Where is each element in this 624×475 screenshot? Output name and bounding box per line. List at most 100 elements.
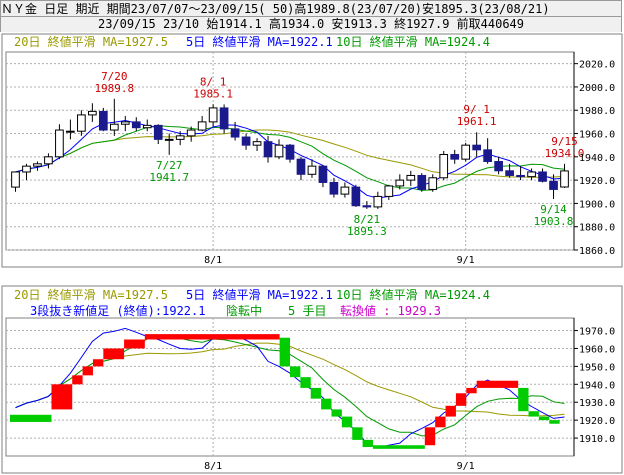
price-y-tick-label: 1940.0 bbox=[579, 153, 615, 164]
candle-body bbox=[406, 174, 416, 181]
price-y-tick-label: 2020.0 bbox=[579, 60, 615, 71]
candle-body bbox=[461, 144, 471, 160]
brick-up bbox=[466, 387, 477, 394]
brick-up bbox=[72, 375, 83, 385]
annotation-low-value: 1903.8 bbox=[534, 215, 574, 228]
price-y-tick-label: 1860.0 bbox=[579, 246, 615, 257]
candle-body bbox=[384, 185, 394, 197]
price-x-tick-label: 8/1 bbox=[204, 255, 222, 266]
price-y-tick-label: 1960.0 bbox=[579, 130, 615, 141]
brick-down bbox=[10, 414, 52, 422]
legend-ma10: 10日 終値平滑 MA=1924.4 bbox=[336, 34, 490, 49]
brick-up bbox=[124, 339, 145, 349]
brick-down bbox=[279, 337, 290, 367]
candle-body bbox=[197, 121, 207, 131]
price-x-tick-label: 9/1 bbox=[457, 255, 475, 266]
candle-body bbox=[560, 170, 569, 188]
brick-up bbox=[103, 348, 125, 360]
annotation-high-date: 9/15 bbox=[551, 135, 578, 148]
price-candles bbox=[11, 98, 569, 209]
brick-up bbox=[476, 380, 519, 388]
candle-body bbox=[230, 128, 240, 138]
brick-down bbox=[362, 439, 373, 448]
candle-body bbox=[395, 179, 405, 187]
candle-body bbox=[549, 180, 558, 190]
candle-body bbox=[219, 107, 229, 130]
candle-body bbox=[77, 114, 86, 132]
brick-down bbox=[528, 411, 539, 417]
price-y-tick-label: 1900.0 bbox=[579, 199, 615, 210]
brick-y-tick-label: 1930.0 bbox=[579, 398, 615, 409]
candle-body bbox=[351, 186, 361, 207]
candle-body bbox=[208, 107, 218, 123]
candle-body bbox=[450, 153, 460, 160]
brick-y-tick-label: 1940.0 bbox=[579, 380, 615, 391]
annotation-high-date: 9/ 1 bbox=[463, 103, 490, 116]
candle-body bbox=[538, 171, 547, 182]
chart-header-period: ＮＹ金 日足 期近 期間23/07/07～23/09/15( 50)高1989.… bbox=[0, 0, 622, 17]
annotation-low-date: 7/27 bbox=[156, 159, 183, 172]
price-x-axis: 8/1 9/1 bbox=[204, 255, 475, 266]
candle-body bbox=[252, 141, 262, 146]
brick-y-tick-label: 1960.0 bbox=[579, 344, 615, 355]
brick-up bbox=[92, 359, 104, 367]
brick-x-tick-label: 9/1 bbox=[457, 461, 475, 472]
annotation-low-value: 1895.3 bbox=[347, 225, 387, 238]
candle-body bbox=[483, 149, 492, 162]
candle-body bbox=[44, 156, 53, 165]
brick-down bbox=[310, 387, 322, 399]
brick-down bbox=[300, 377, 311, 388]
brick-up bbox=[445, 405, 456, 417]
brick-down bbox=[372, 445, 425, 449]
kagi-turn-value: 転換値 : 1929.3 bbox=[340, 303, 441, 318]
candle-body bbox=[186, 129, 196, 137]
candle-body bbox=[329, 181, 339, 195]
candle-body bbox=[373, 195, 383, 208]
candle-body bbox=[439, 153, 449, 179]
ma10-line bbox=[15, 125, 565, 191]
brick-y-tick-label: 1920.0 bbox=[579, 416, 615, 427]
brick-down bbox=[290, 366, 301, 378]
brick-down bbox=[518, 387, 529, 412]
brick-up bbox=[424, 427, 436, 446]
legend-bottom-ma5: 5日 終値平滑 MA=1922.1 bbox=[186, 287, 333, 302]
candle-body bbox=[527, 171, 536, 178]
candle-body bbox=[505, 170, 514, 176]
brick-up bbox=[82, 366, 93, 376]
brick-x-tick-label: 8/1 bbox=[204, 461, 222, 472]
annotation-high-value: 1961.1 bbox=[457, 115, 497, 128]
price-y-tick-label: 1920.0 bbox=[579, 176, 615, 187]
brick-up bbox=[144, 334, 280, 340]
brick-down bbox=[331, 409, 342, 417]
candle-body bbox=[296, 158, 306, 175]
annotation-low-value: 1941.7 bbox=[149, 171, 189, 184]
candle-body bbox=[66, 130, 75, 133]
candle-body bbox=[131, 121, 141, 129]
brick-up bbox=[435, 416, 446, 428]
brick-down bbox=[321, 398, 332, 410]
annotation-high-date: 8/ 1 bbox=[200, 75, 227, 88]
candle-body bbox=[98, 110, 108, 131]
brick-y-axis: 1910.0 1920.0 1930.0 1940.0 1950.0 1960.0 1970… bbox=[574, 327, 615, 445]
brick-down bbox=[538, 416, 550, 421]
candle-body bbox=[109, 123, 119, 131]
price-y-tick-label: 2000.0 bbox=[579, 83, 615, 94]
annotation-high-value: 1989.8 bbox=[94, 82, 134, 95]
legend-ma5: 5日 終値平滑 MA=1922.1 bbox=[186, 34, 333, 49]
brick-down bbox=[341, 416, 353, 428]
price-y-axis: 1860.0 1880.0 1900.0 1920.0 1940.0 1960.0 1980… bbox=[574, 60, 615, 257]
annotation-low-date: 8/21 bbox=[354, 213, 381, 226]
price-y-tick-label: 1880.0 bbox=[579, 223, 615, 234]
brick-up bbox=[51, 384, 73, 410]
price-y-tick-label: 1980.0 bbox=[579, 106, 615, 117]
candle-body bbox=[516, 174, 525, 178]
candle-body bbox=[274, 144, 284, 158]
kagi-count: 5 手目 bbox=[288, 304, 326, 318]
brick-x-axis: 8/1 9/1 bbox=[204, 461, 475, 472]
legend-bottom-ma20: 20日 終値平滑 MA=1927.5 bbox=[14, 287, 168, 302]
legend-ma20: 20日 終値平滑 MA=1927.5 bbox=[14, 34, 168, 49]
brick-y-tick-label: 1950.0 bbox=[579, 362, 615, 373]
brick-y-tick-label: 1970.0 bbox=[579, 327, 615, 338]
candle-body bbox=[472, 144, 482, 151]
